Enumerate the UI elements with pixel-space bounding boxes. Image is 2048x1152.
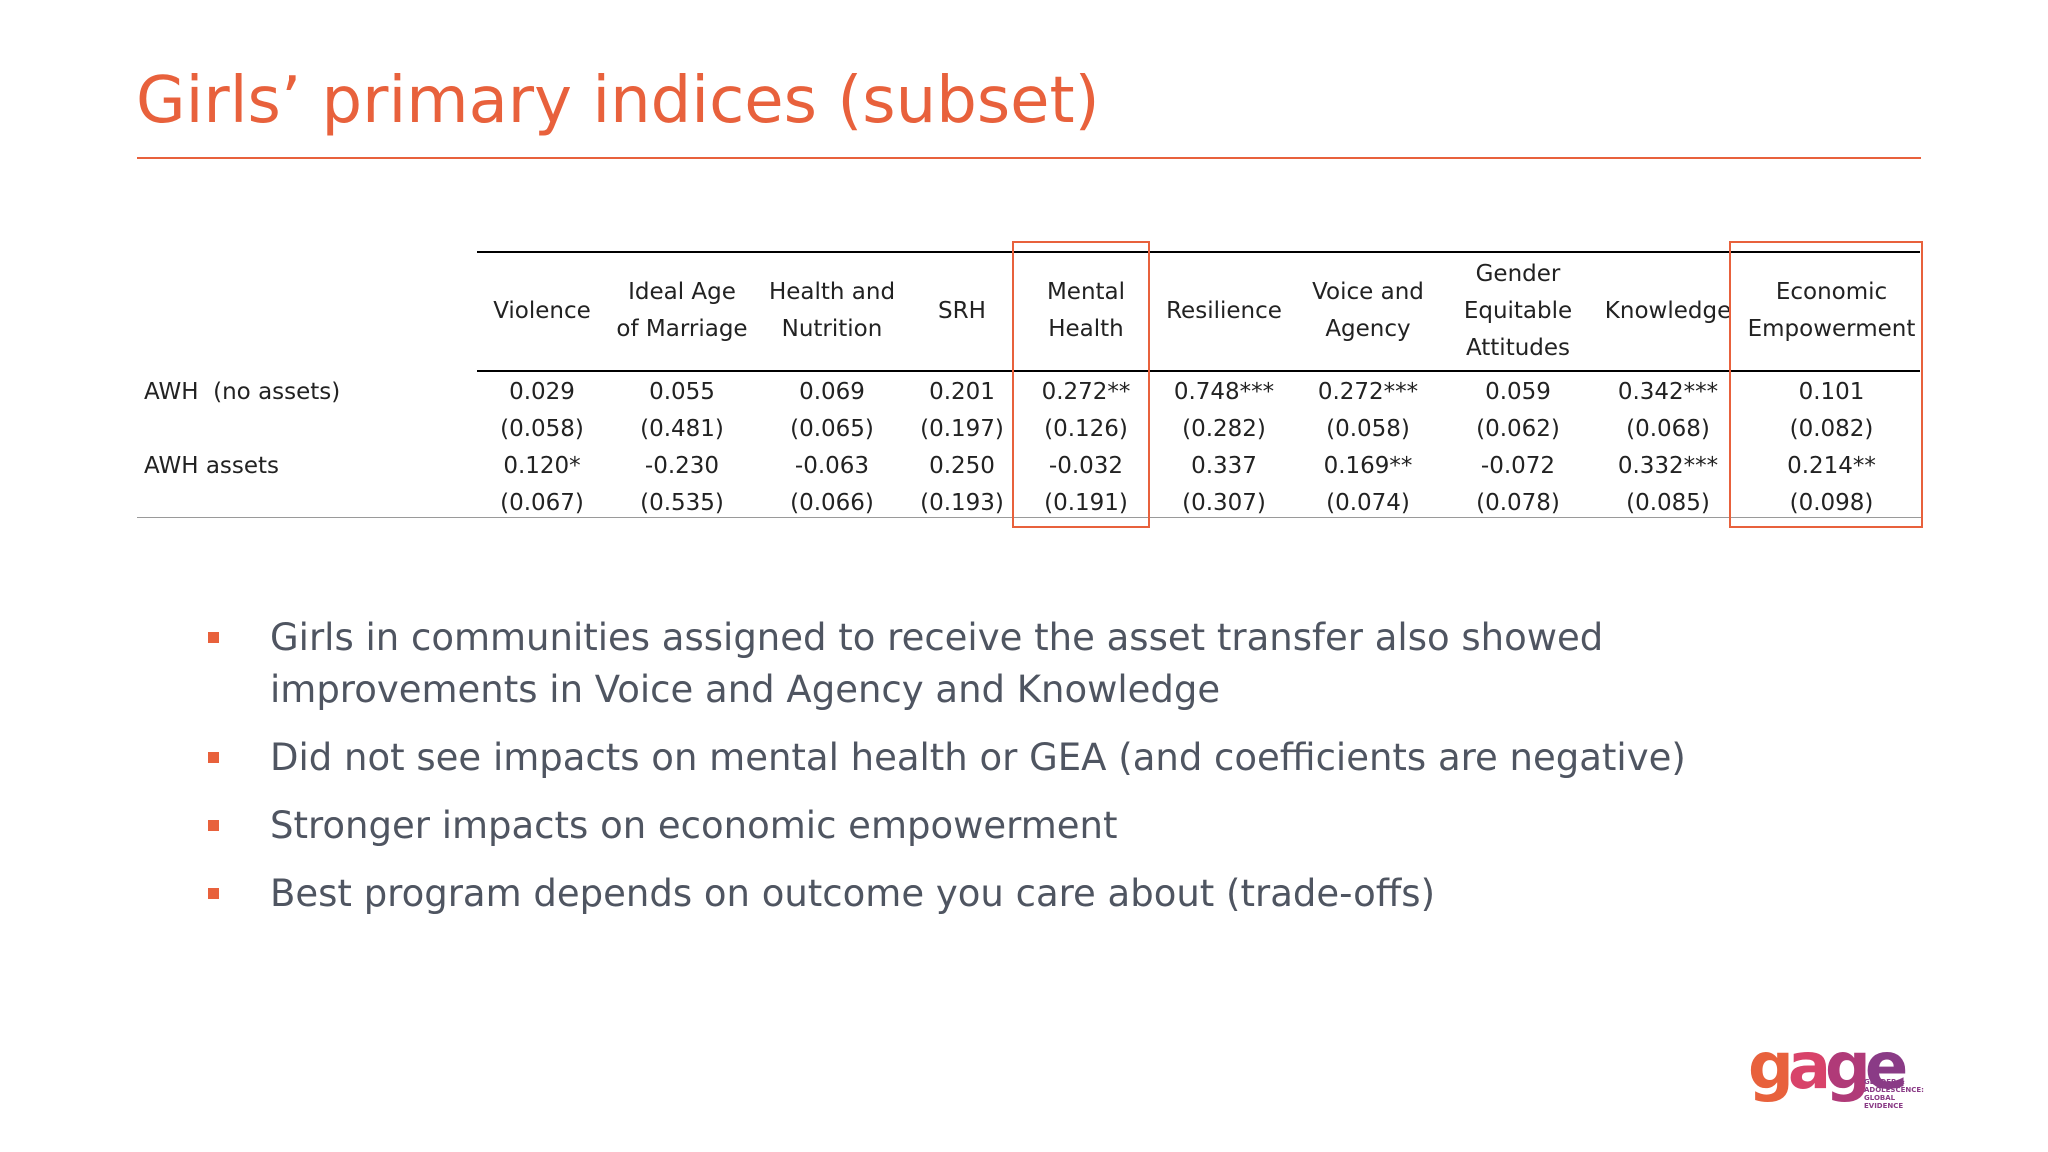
table-cell: 0.069 [799, 379, 865, 405]
square-bullet-icon [208, 888, 219, 899]
table-cell: (0.098) [1789, 490, 1874, 516]
row-label-awh-no-assets: AWH (no assets) [144, 379, 341, 405]
list-item: Stronger impacts on economic empowerment [208, 800, 1808, 852]
table-cell: 0.055 [649, 379, 715, 405]
table-cell: (0.074) [1326, 490, 1410, 516]
table-cell: 0.250 [929, 453, 995, 479]
table-cell: (0.085) [1626, 490, 1710, 516]
table-cell: (0.068) [1626, 416, 1710, 442]
table-header-rule [477, 370, 1920, 372]
table-cell: (0.193) [920, 490, 1004, 516]
col-header-srh: SRH [938, 297, 986, 324]
table-cell: (0.058) [1326, 416, 1410, 442]
col-header-ideal-age-of-marriage: Ideal Age of Marriage [616, 279, 748, 342]
slide-title: Girls’ primary indices (subset) [136, 64, 1100, 138]
bullet-text: Did not see impacts on mental health or … [270, 736, 1686, 779]
table-cell: (0.307) [1182, 490, 1266, 516]
table-cell: -0.063 [794, 453, 870, 479]
col-header-mental-health: Mental Health [1046, 279, 1126, 342]
list-item: Did not see impacts on mental health or … [208, 732, 1808, 784]
col-header-economic-empowerment: Economic Empowerment [1747, 279, 1916, 342]
table-cell: 0.332*** [1617, 453, 1719, 479]
table-cell: (0.058) [500, 416, 584, 442]
title-underline [137, 157, 1921, 159]
col-header-resilience: Resilience [1166, 297, 1282, 324]
table-cell: 0.337 [1191, 453, 1257, 479]
table-cell: (0.082) [1789, 416, 1874, 442]
table-cell: 0.201 [929, 379, 995, 405]
col-header-gender-equitable-attitudes: Gender Equitable Attitudes [1463, 260, 1573, 361]
table-cell: (0.191) [1044, 490, 1128, 516]
logo-wordmark: gage [1748, 1030, 1908, 1104]
table-top-rule [477, 251, 1920, 253]
table-cell: (0.126) [1044, 416, 1128, 442]
highlight-box-mental-health [1012, 241, 1150, 528]
table-cell: (0.535) [640, 490, 724, 516]
row-label-awh-assets: AWH assets [144, 453, 280, 479]
bullet-text: Girls in communities assigned to receive… [270, 616, 1604, 711]
table-cell: 0.272** [1041, 379, 1131, 405]
table-cell: -0.230 [644, 453, 720, 479]
table-cell: -0.032 [1048, 453, 1124, 479]
square-bullet-icon [208, 820, 219, 831]
table-cell: (0.067) [500, 490, 584, 516]
table-cell: 0.342*** [1617, 379, 1719, 405]
table-cell: 0.059 [1485, 379, 1551, 405]
table-cell: 0.272*** [1317, 379, 1419, 405]
table-cell: 0.029 [509, 379, 575, 405]
table-bottom-rule [137, 517, 1921, 518]
highlight-box-economic-empowerment [1729, 241, 1923, 528]
table-cell: (0.066) [790, 490, 874, 516]
table-cell: (0.282) [1182, 416, 1266, 442]
square-bullet-icon [208, 752, 219, 763]
table-cell: 0.748*** [1173, 379, 1275, 405]
bullet-text: Best program depends on outcome you care… [270, 872, 1436, 915]
table-cell: (0.078) [1476, 490, 1560, 516]
table-cell: 0.169** [1323, 453, 1413, 479]
table-cell: (0.481) [640, 416, 724, 442]
table-cell: (0.065) [790, 416, 874, 442]
table-cell: 0.120* [503, 453, 581, 479]
col-header-violence: Violence [493, 297, 591, 324]
col-header-voice-and-agency: Voice and Agency [1312, 279, 1424, 342]
list-item: Best program depends on outcome you care… [208, 868, 1808, 920]
table-cell: (0.197) [920, 416, 1004, 442]
col-header-health-and-nutrition: Health and Nutrition [768, 279, 896, 342]
bullet-text: Stronger impacts on economic empowerment [270, 804, 1118, 847]
list-item: Girls in communities assigned to receive… [208, 612, 1808, 716]
square-bullet-icon [208, 632, 219, 643]
table-cell: -0.072 [1480, 453, 1556, 479]
table-cell: 0.214** [1787, 453, 1876, 479]
table-cell: (0.062) [1476, 416, 1560, 442]
logo-tagline: GENDER & ADOLESCENCE: GLOBAL EVIDENCE [1864, 1078, 1924, 1110]
col-header-knowledge: Knowledge [1604, 297, 1732, 324]
bullet-list: Girls in communities assigned to receive… [208, 612, 1808, 936]
table-cell: 0.101 [1798, 379, 1865, 405]
gage-logo: gage GENDER & ADOLESCENCE: GLOBAL EVIDEN… [1748, 1032, 1928, 1120]
